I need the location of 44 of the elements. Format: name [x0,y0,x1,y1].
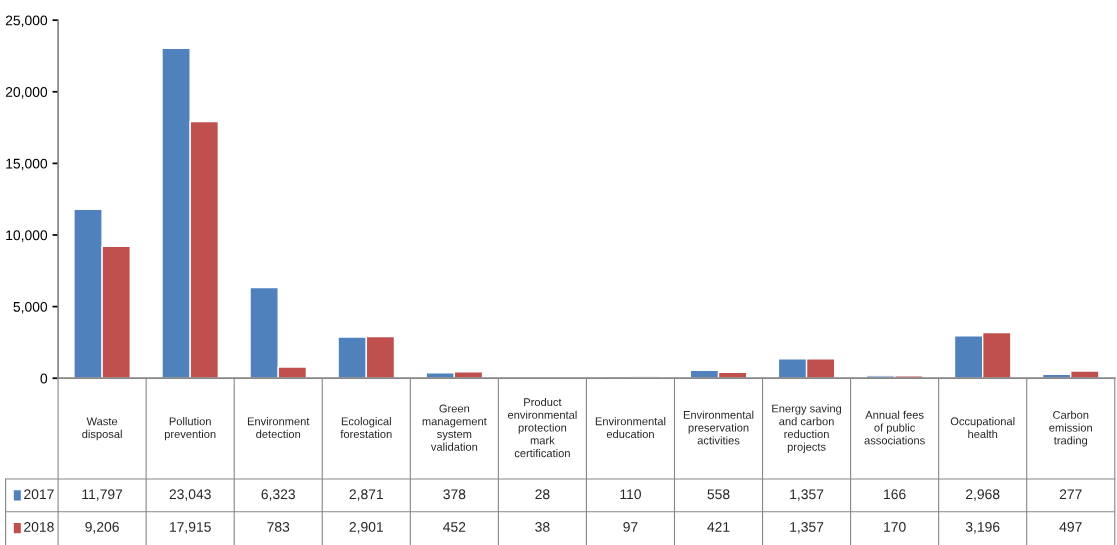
x-tick-label: Environmental education [595,417,666,439]
legend-label: 2017 [24,489,54,500]
data-label: 421 [707,522,730,532]
data-label: 23,043 [169,489,211,501]
data-label: 277 [1059,489,1082,499]
x-tick-label: Waste disposal [82,417,122,441]
y-tick-label: 0 [40,373,48,384]
x-tick-label: Pollution prevention [164,417,216,441]
data-label: 558 [707,489,730,500]
data-label: 38 [535,522,550,532]
x-tick-label: Green management system validation [422,404,487,451]
data-label: 97 [623,522,638,532]
data-label: 9,206 [85,522,119,534]
data-label: 170 [884,522,906,532]
data-label: 2,901 [349,522,383,534]
x-tick-label: Carbon emission trading [1049,410,1092,447]
x-tick-label: Product environmental protection mark certification [507,397,577,458]
data-label: 11,797 [82,489,123,501]
data-label: 2,871 [349,489,383,501]
data-label: 28 [535,489,550,500]
x-tick-label: Annual fees of public associations [864,410,925,445]
x-tick-label: Environmental preservation activities [683,410,754,445]
x-tick-label: Environment detection [247,417,310,439]
y-tick-label: 5,000 [13,301,48,314]
data-label: 17,915 [169,522,211,534]
y-tick-label: 20,000 [5,87,48,99]
data-label: 110 [620,489,641,500]
y-tick-label: 10,000 [6,230,48,242]
data-label: 6,323 [261,489,295,501]
y-tick-label: 25,000 [5,15,48,27]
legend-label: 2018 [24,522,54,532]
data-label: 166 [884,489,906,500]
data-label: 783 [267,522,290,532]
x-tick-label: Energy saving and carbon reduction projects [772,404,842,453]
x-tick-label: Occupational health [950,417,1015,439]
data-label: 378 [443,489,466,500]
data-label: 497 [1059,522,1082,532]
data-label: 2,968 [966,489,1000,501]
data-label: 3,196 [965,522,1000,534]
data-label: 1,357 [790,489,824,501]
x-tick-label: Ecological forestation [340,417,392,439]
data-label: 452 [443,522,466,532]
data-label: 1,357 [790,522,824,534]
y-tick-label: 15,000 [6,158,48,171]
